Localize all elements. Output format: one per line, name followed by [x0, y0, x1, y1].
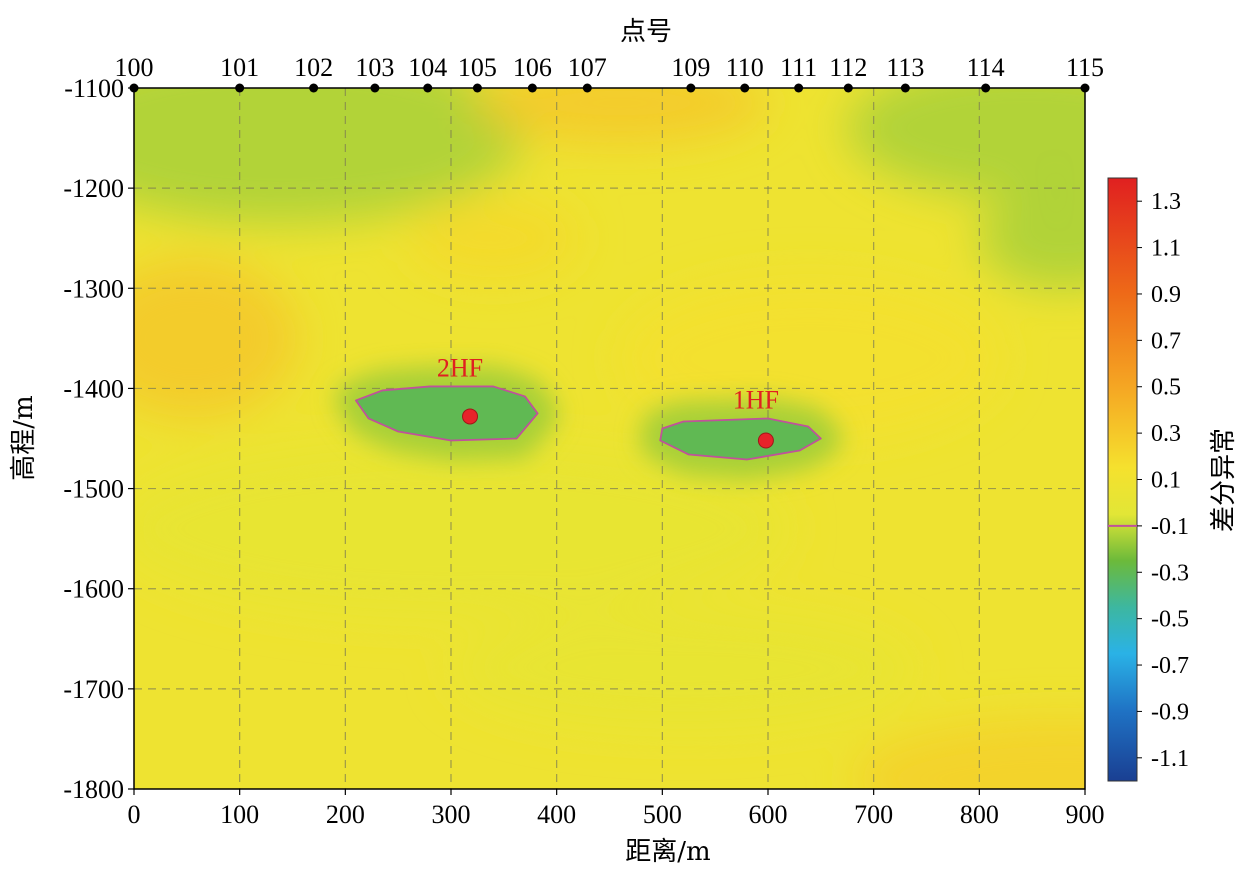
colorbar-tick-label: -0.5 — [1151, 607, 1189, 633]
colorbar-tick-label: -0.7 — [1151, 653, 1189, 679]
colorbar-tick-label: 0.3 — [1151, 421, 1181, 447]
station-label: 100 — [115, 53, 154, 82]
station-label: 103 — [355, 53, 394, 82]
heatmap-region — [979, 188, 1085, 289]
colorbar-tick-label: 0.7 — [1151, 328, 1181, 354]
station-marker — [370, 83, 380, 93]
station-marker — [472, 83, 482, 93]
anomaly-contours: 2HF 1HF — [354, 353, 822, 461]
y-tick-label: -1800 — [63, 775, 124, 804]
heatmap-region — [134, 258, 298, 419]
station-marker — [843, 83, 853, 93]
heatmap-region — [408, 198, 578, 279]
station-label: 104 — [408, 53, 447, 82]
station-label: 112 — [829, 53, 867, 82]
x-tick-label: 400 — [537, 800, 576, 829]
colorbar-tick-label: 0.9 — [1151, 282, 1181, 308]
y-axis: -1100 -1200 -1300 -1400 -1500 -1600 -1700 -1800 — [63, 74, 134, 804]
colorbar-bar — [1107, 177, 1138, 782]
station-marker — [981, 83, 991, 93]
station-marker — [1080, 83, 1090, 93]
station-marker — [129, 83, 139, 93]
colorbar-tick-label: 1.3 — [1151, 189, 1181, 215]
anomaly-label-1hf: 1HF — [733, 385, 779, 414]
colorbar-tick-label: -0.9 — [1151, 699, 1189, 725]
x-tick-label: 500 — [643, 800, 682, 829]
x-tick-label: 200 — [326, 800, 365, 829]
station-marker — [794, 83, 804, 93]
station-marker — [309, 83, 319, 93]
station-label: 111 — [780, 53, 817, 82]
heatmap-region — [852, 718, 1085, 789]
y-tick-label: -1100 — [64, 74, 124, 103]
heatmap-region — [472, 88, 768, 144]
station-label: 114 — [967, 53, 1005, 82]
plot-frame — [133, 87, 1086, 790]
station-label: 109 — [671, 53, 710, 82]
station-marker — [527, 83, 537, 93]
heatmap-region — [134, 88, 525, 224]
station-label: 110 — [726, 53, 764, 82]
y-tick-label: -1400 — [63, 374, 124, 403]
station-marker — [235, 83, 245, 93]
anomaly-contour-1hf — [659, 417, 822, 461]
anomaly-point-1hf — [757, 432, 774, 449]
colorbar-title: 差分异常 — [1209, 428, 1239, 532]
x-tick-label: 300 — [432, 800, 471, 829]
colorbar-tick-label: 0.1 — [1151, 468, 1181, 494]
anomaly-point-2hf — [462, 408, 479, 425]
x-axis-title: 距离/m — [625, 837, 710, 867]
heatmap-region — [451, 608, 916, 729]
x-tick-label: 800 — [960, 800, 999, 829]
x-tick-label: 700 — [854, 800, 893, 829]
heatmap-region — [847, 88, 1085, 199]
station-marker — [582, 83, 592, 93]
top-axis-title: 点号 — [620, 17, 672, 47]
y-tick-label: -1700 — [63, 675, 124, 704]
y-tick-label: -1600 — [63, 575, 124, 604]
x-tick-label: 600 — [749, 800, 788, 829]
station-label: 113 — [886, 53, 924, 82]
station-marker — [686, 83, 696, 93]
station-markers: 100 101 102 103 104 105 106 107 109 110 111 112 113 1… — [115, 53, 1104, 93]
station-label: 105 — [458, 53, 497, 82]
colorbar-tick-label: -0.1 — [1151, 514, 1189, 540]
anomaly-label-2hf: 2HF — [437, 353, 483, 382]
colorbar-tick-label: -1.1 — [1151, 746, 1189, 772]
x-axis: 0 100 200 300 400 500 600 700 800 900 — [128, 789, 1105, 829]
station-label: 107 — [568, 53, 607, 82]
anomaly-contour-2hf — [354, 385, 539, 442]
colorbar: 1.3 1.1 0.9 0.7 0.5 0.3 0.1 -0.1 -0.3 -0.5 -0.7 -0.… — [1107, 177, 1189, 782]
heatmap-region — [620, 278, 1001, 439]
heatmap-region — [134, 438, 790, 619]
station-label: 102 — [294, 53, 333, 82]
colorbar-tick-label: 0.5 — [1151, 375, 1181, 401]
x-tick-label: 0 — [128, 800, 141, 829]
station-marker — [423, 83, 433, 93]
station-label: 101 — [220, 53, 259, 82]
heatmap — [134, 88, 1085, 789]
y-tick-label: -1200 — [63, 174, 124, 203]
colorbar-tick-label: 1.1 — [1151, 236, 1181, 262]
x-tick-label: 100 — [220, 800, 259, 829]
x-tick-label: 900 — [1066, 800, 1105, 829]
y-tick-label: -1500 — [63, 475, 124, 504]
station-label: 106 — [513, 53, 552, 82]
station-marker — [900, 83, 910, 93]
station-marker — [740, 83, 750, 93]
station-label: 115 — [1066, 53, 1104, 82]
y-axis-title: 高程/m — [9, 395, 39, 480]
y-tick-label: -1300 — [63, 274, 124, 303]
colorbar-tick-label: -0.3 — [1151, 560, 1189, 586]
